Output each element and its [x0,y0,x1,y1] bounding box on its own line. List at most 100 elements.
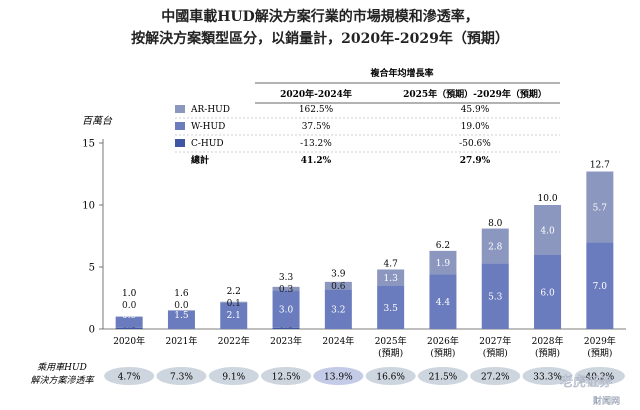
bar-segment-w [272,290,300,328]
y-tick-label: 5 [89,263,95,274]
bar-segment-w [324,289,352,329]
table-header-top: 複合年均增長率 [369,67,433,79]
x-tick-label: 2026年 [427,335,459,347]
penetration-label: 乘用車HUD [37,362,87,373]
bar-segment-w [167,310,195,329]
penetration-pill [104,367,155,385]
penetration-value: 33.3% [533,373,562,383]
bar-value-label: 3.5 [383,304,398,314]
bar-segment-ar [586,171,614,243]
y-tick-label: 10 [82,201,95,212]
penetration-pill [522,367,573,385]
bar-value-label: 0.9 [122,311,137,321]
penetration-pill [156,367,207,385]
bar-total-label: 1.0 [122,289,137,299]
bar-segment-w [377,285,405,329]
x-tick-label: 2023年 [270,335,302,347]
bar-value-label: 4.4 [436,298,451,308]
bar-segment-ar [324,281,352,290]
bar-total-label: 2.2 [227,287,241,297]
bar-value-label: 1.3 [383,274,398,284]
bar-total-label: 12.7 [590,161,610,171]
bar-segment-ar [272,286,300,291]
x-tick-label: 2029年 [584,335,616,347]
x-tick-label: 2022年 [218,335,250,347]
x-tick-label: (預期) [483,348,508,359]
bar-total-label: 8.0 [488,219,503,229]
bar-value-label: 0.1 [227,299,241,309]
penetration-value: 4.7% [118,373,141,383]
legend-swatch-w [175,122,185,130]
table-cell: 45.9% [461,105,490,115]
bar-segment-ar [481,228,509,264]
bar-value-label: 0.6 [331,282,346,292]
bar-segment-c [272,327,300,329]
table-total-cell: 27.9% [460,156,491,166]
bar-value-label: 2.8 [488,242,503,252]
legend-label: AR-HUD [190,105,230,115]
bar-total-label: 6.2 [436,241,450,251]
bar-value-label: 4.0 [540,226,555,236]
bar-segment-ar [377,269,405,286]
penetration-pill [313,367,364,385]
penetration-value: 27.2% [481,373,510,383]
bar-segment-w [481,263,509,329]
bar-segment-ar [534,205,562,255]
table-cell: -50.6% [459,139,491,149]
bar-value-label: 2.1 [227,311,241,321]
chart-title-line-2: 按解決方案類型區分，以銷量計，2020年-2029年（預期） [131,31,509,47]
y-tick-label: 0 [89,325,95,336]
table-cell: -13.2% [300,139,332,149]
bar-segment-w [586,242,614,329]
bar-value-label: 7.0 [593,282,608,292]
penetration-pill [417,367,468,385]
legend-swatch-ar [175,105,185,113]
x-tick-label: 2021年 [165,335,197,347]
penetration-pill [574,367,625,385]
bar-segment-w [534,254,562,329]
penetration-value: 16.6% [376,373,405,383]
bar-total-label: 10.0 [538,194,558,204]
y-tick-label: 15 [82,139,95,150]
penetration-value: 12.5% [272,373,301,383]
bar-segment-w [220,302,248,329]
bar-segment-ar [220,301,248,303]
bar-value-label: 0.0 [174,301,189,311]
table-total-label: 總計 [191,154,209,166]
table-total-cell: 41.2% [301,156,332,166]
bar-total-label: 4.7 [383,260,398,270]
bar-value-label: 1.5 [174,311,189,321]
chart-title-line-1: 中國車載HUD解決方案行業的市場規模和滲透率， [161,9,479,25]
penetration-value: 13.9% [324,373,353,383]
table-col1-header: 2020年-2024年 [280,88,352,100]
penetration-value: 40.2% [586,373,615,383]
table-col2-header: 2025年（預期）-2029年（預期） [403,88,547,100]
penetration-value: 9.1% [222,373,245,383]
penetration-value: 7.3% [170,373,193,383]
bar-value-label: 1.9 [436,259,451,269]
x-tick-label: 2025年 [375,335,407,347]
bar-value-label: 0.0 [122,301,137,311]
penetration-value: 21.5% [429,373,458,383]
x-tick-label: 2027年 [479,335,511,347]
penetration-pill [208,367,259,385]
watermark-text: 财闻网 [593,395,620,407]
bar-value-label: 6.0 [540,288,555,298]
bar-value-label: 5.3 [488,293,503,303]
penetration-pill [365,367,416,385]
bar-total-label: 3.3 [279,273,294,283]
table-cell: 19.0% [461,122,490,132]
x-tick-label: (預期) [535,348,560,359]
bar-value-label: 0.3 [279,285,294,295]
table-cell: 162.5% [299,105,334,115]
x-tick-label: 2024年 [322,335,354,347]
bar-segment-ar [429,250,457,275]
bar-value-label: 5.7 [593,203,608,213]
legend-label: C-HUD [191,139,224,149]
bar-total-label: 1.6 [174,289,189,299]
table-cell: 37.5% [302,122,331,132]
x-tick-label: 2028年 [532,335,564,347]
penetration-pill [261,367,312,385]
